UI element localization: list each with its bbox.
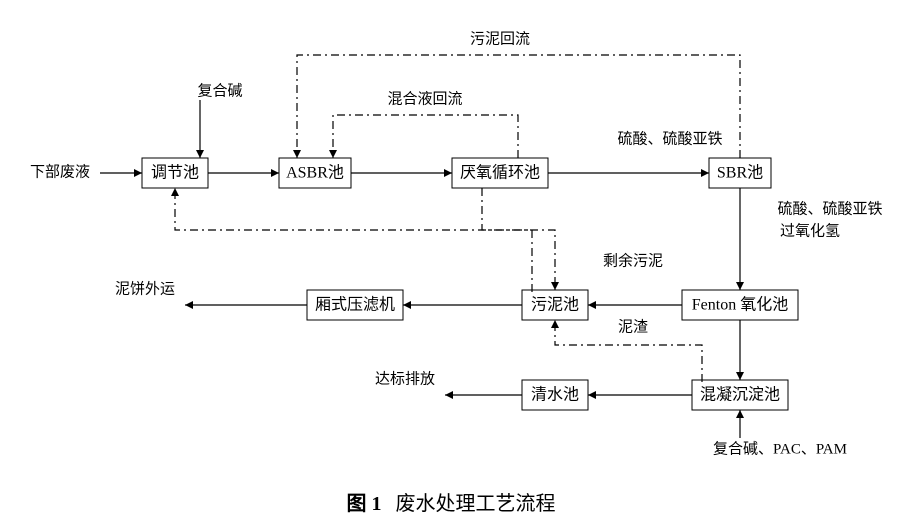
label-lsys2: 硫酸、硫酸亚铁 [777, 200, 882, 217]
label-fhj: 复合碱 [197, 81, 242, 99]
node-label-asbr: ASBR池 [286, 164, 344, 182]
figure-caption: 图 1 废水处理工艺流程 [347, 492, 556, 515]
label-hhhl: 混合液回流 [387, 90, 462, 107]
label-fhjpp: 复合碱、PAC、PAM [713, 439, 847, 457]
label-sywn: 剩余污泥 [603, 251, 663, 269]
label-gyhq: 过氧化氢 [780, 222, 840, 239]
flow-arrow [333, 115, 518, 158]
node-label-yxxh: 厌氧循环池 [460, 164, 540, 182]
label-nz: 泥渣 [618, 318, 648, 335]
flow-arrow [482, 188, 555, 290]
caption-text: 废水处理工艺流程 [396, 492, 556, 515]
flow-arrow [175, 188, 532, 292]
node-label-tjc: 调节池 [151, 164, 199, 182]
node-label-hncd: 混凝沉淀池 [700, 386, 780, 404]
label-wnhl: 污泥回流 [470, 30, 530, 47]
node-label-fenton: Fenton 氧化池 [692, 296, 788, 314]
label-lsys: 硫酸、硫酸亚铁 [617, 130, 722, 147]
node-label-qsc: 清水池 [531, 386, 579, 404]
node-label-sbr: SBR池 [717, 164, 763, 182]
label-xbfy: 下部废液 [30, 163, 90, 180]
node-label-ylj: 厢式压滤机 [315, 296, 395, 314]
label-dbpf: 达标排放 [375, 370, 435, 387]
caption-bold: 图 1 [347, 492, 382, 515]
node-label-wnc: 污泥池 [531, 296, 579, 314]
label-nbwy: 泥饼外运 [115, 280, 175, 297]
